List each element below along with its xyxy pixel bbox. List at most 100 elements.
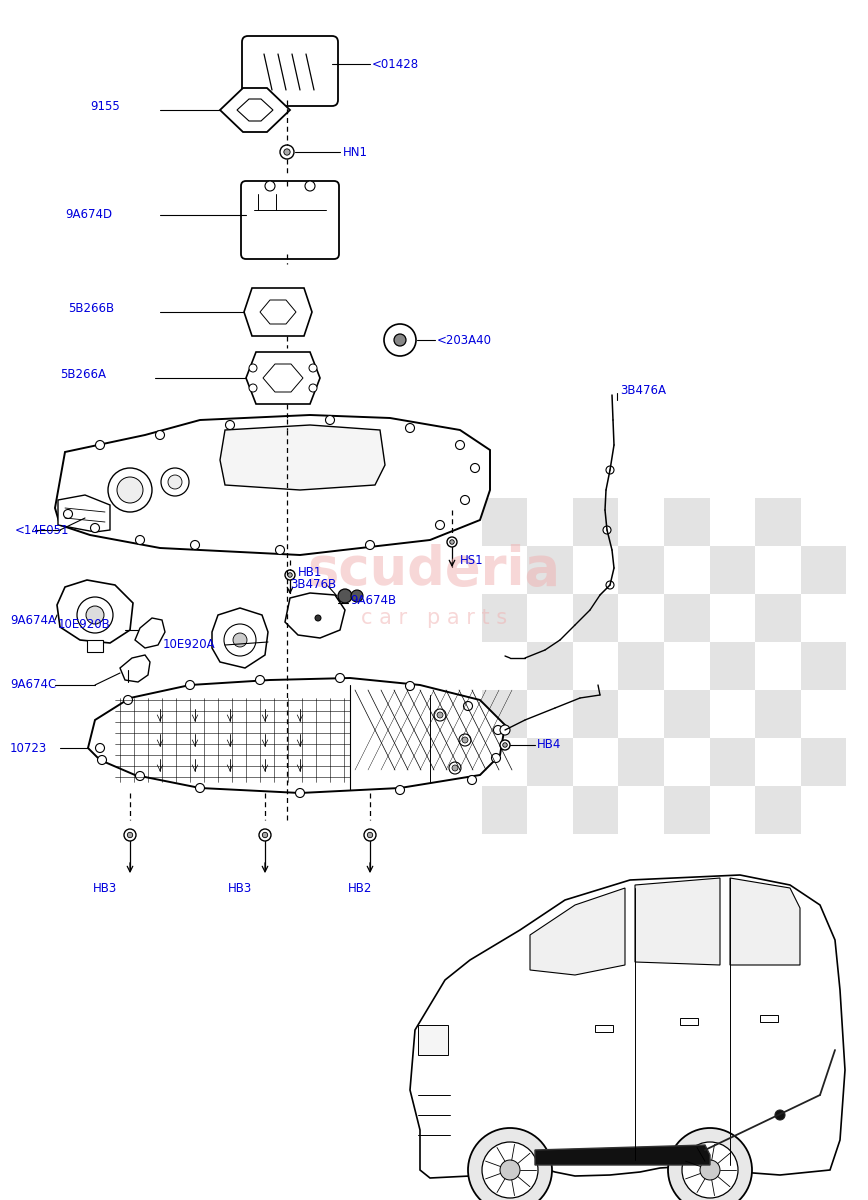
Circle shape — [86, 606, 104, 624]
Polygon shape — [263, 364, 303, 392]
Circle shape — [135, 535, 144, 545]
Text: <01428: <01428 — [372, 58, 419, 71]
Circle shape — [295, 788, 305, 798]
Circle shape — [470, 463, 479, 473]
Bar — [618, 546, 664, 594]
Circle shape — [396, 786, 404, 794]
Text: c a r   p a r t s: c a r p a r t s — [361, 608, 507, 628]
Text: 10723: 10723 — [10, 742, 47, 755]
Circle shape — [226, 420, 234, 430]
Circle shape — [63, 510, 73, 518]
Circle shape — [468, 775, 477, 785]
Circle shape — [326, 415, 334, 425]
Circle shape — [95, 440, 104, 450]
Circle shape — [161, 468, 189, 496]
Polygon shape — [220, 88, 290, 132]
Polygon shape — [55, 415, 490, 554]
Text: 3B476A: 3B476A — [620, 384, 666, 396]
Circle shape — [500, 740, 510, 750]
Text: 9A674C: 9A674C — [10, 678, 56, 691]
Circle shape — [124, 829, 136, 841]
Polygon shape — [530, 888, 625, 974]
Circle shape — [468, 1128, 552, 1200]
Circle shape — [123, 696, 133, 704]
Bar — [528, 738, 573, 786]
Circle shape — [500, 725, 510, 734]
Circle shape — [494, 726, 503, 734]
Circle shape — [503, 743, 507, 748]
Bar — [680, 1018, 698, 1025]
Circle shape — [351, 590, 363, 602]
Circle shape — [249, 364, 257, 372]
Circle shape — [190, 540, 200, 550]
Text: HS1: HS1 — [460, 553, 483, 566]
Bar — [755, 594, 801, 642]
Text: HB4: HB4 — [537, 738, 562, 751]
Bar — [528, 546, 573, 594]
Circle shape — [265, 181, 275, 191]
Circle shape — [275, 546, 285, 554]
Circle shape — [447, 538, 457, 547]
Circle shape — [367, 833, 372, 838]
Circle shape — [394, 334, 406, 346]
Circle shape — [77, 596, 113, 634]
Circle shape — [90, 523, 100, 533]
Circle shape — [259, 829, 271, 841]
Circle shape — [155, 431, 165, 439]
Bar — [482, 594, 528, 642]
Circle shape — [95, 744, 104, 752]
Circle shape — [682, 1142, 738, 1198]
Bar — [800, 738, 846, 786]
Circle shape — [405, 682, 415, 690]
Circle shape — [365, 540, 374, 550]
Circle shape — [108, 468, 152, 512]
Bar — [710, 738, 755, 786]
Circle shape — [434, 709, 446, 721]
Bar — [573, 690, 619, 738]
Bar — [528, 642, 573, 690]
Text: 9155: 9155 — [90, 101, 120, 114]
FancyBboxPatch shape — [242, 36, 338, 106]
Text: 9A674B: 9A674B — [350, 594, 396, 606]
Bar — [710, 546, 755, 594]
Circle shape — [315, 614, 321, 622]
Polygon shape — [635, 878, 720, 965]
Circle shape — [249, 384, 257, 392]
Circle shape — [461, 496, 470, 504]
Circle shape — [233, 634, 247, 647]
Bar — [710, 642, 755, 690]
Text: 10E920B: 10E920B — [58, 618, 111, 631]
Circle shape — [168, 475, 182, 490]
Circle shape — [491, 754, 501, 762]
Polygon shape — [285, 593, 345, 638]
Circle shape — [364, 829, 376, 841]
Circle shape — [384, 324, 416, 356]
Circle shape — [603, 526, 611, 534]
Text: HB3: HB3 — [228, 882, 252, 894]
Polygon shape — [120, 655, 150, 682]
Circle shape — [135, 772, 144, 780]
Circle shape — [262, 833, 267, 838]
Bar — [482, 498, 528, 546]
Circle shape — [500, 1160, 520, 1180]
Bar — [87, 640, 103, 652]
Circle shape — [462, 737, 468, 743]
Circle shape — [700, 1160, 720, 1180]
Bar — [664, 786, 710, 834]
Polygon shape — [244, 288, 312, 336]
Circle shape — [436, 521, 444, 529]
Bar — [760, 1015, 778, 1022]
Circle shape — [117, 476, 143, 503]
FancyBboxPatch shape — [241, 181, 339, 259]
Circle shape — [285, 570, 295, 580]
Circle shape — [309, 364, 317, 372]
Bar — [664, 498, 710, 546]
Circle shape — [405, 424, 415, 432]
Bar — [573, 786, 619, 834]
Polygon shape — [220, 425, 385, 490]
Bar — [755, 786, 801, 834]
Bar — [482, 786, 528, 834]
Bar — [618, 738, 664, 786]
Text: 9A674D: 9A674D — [65, 209, 112, 222]
Circle shape — [128, 833, 133, 838]
